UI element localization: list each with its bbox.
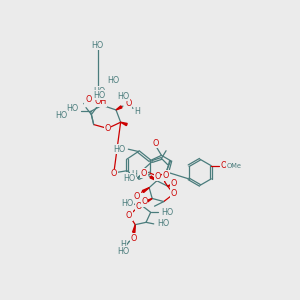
Text: HO: HO — [93, 87, 105, 96]
Text: H: H — [131, 170, 137, 179]
Text: O: O — [163, 171, 169, 180]
Text: O: O — [171, 179, 177, 188]
Text: O: O — [126, 211, 132, 220]
Text: O: O — [141, 169, 147, 178]
Text: HO: HO — [107, 76, 119, 85]
Text: O: O — [134, 192, 140, 201]
Text: OMe: OMe — [227, 163, 242, 169]
Polygon shape — [133, 225, 135, 232]
Text: O: O — [110, 169, 117, 178]
Text: O: O — [171, 189, 177, 198]
Polygon shape — [150, 176, 157, 181]
Text: HO: HO — [66, 104, 78, 113]
Text: OH: OH — [94, 97, 107, 106]
Text: HO: HO — [117, 247, 129, 256]
Text: O: O — [141, 197, 148, 206]
Text: HO: HO — [55, 111, 68, 120]
Text: HO: HO — [66, 107, 78, 116]
Text: H: H — [120, 240, 126, 249]
Text: HO: HO — [122, 200, 134, 208]
Text: O: O — [154, 172, 161, 181]
Text: H: H — [135, 107, 140, 116]
Text: HO: HO — [123, 174, 135, 183]
Polygon shape — [141, 201, 144, 205]
Polygon shape — [96, 102, 102, 105]
Text: O: O — [220, 161, 227, 170]
Text: HO: HO — [94, 91, 106, 100]
Text: HO: HO — [92, 41, 104, 50]
Polygon shape — [168, 184, 173, 186]
Text: HO: HO — [161, 208, 174, 217]
Text: O: O — [125, 99, 131, 108]
Polygon shape — [116, 106, 122, 110]
Text: HO: HO — [157, 219, 169, 228]
Text: O: O — [104, 124, 111, 133]
Polygon shape — [145, 199, 152, 203]
Text: O: O — [130, 234, 137, 243]
Text: HO: HO — [114, 145, 126, 154]
Polygon shape — [142, 188, 149, 193]
Polygon shape — [121, 122, 127, 126]
Text: O: O — [152, 139, 158, 148]
Text: O: O — [135, 202, 142, 211]
Text: HO: HO — [118, 92, 130, 100]
Text: O: O — [85, 95, 92, 104]
